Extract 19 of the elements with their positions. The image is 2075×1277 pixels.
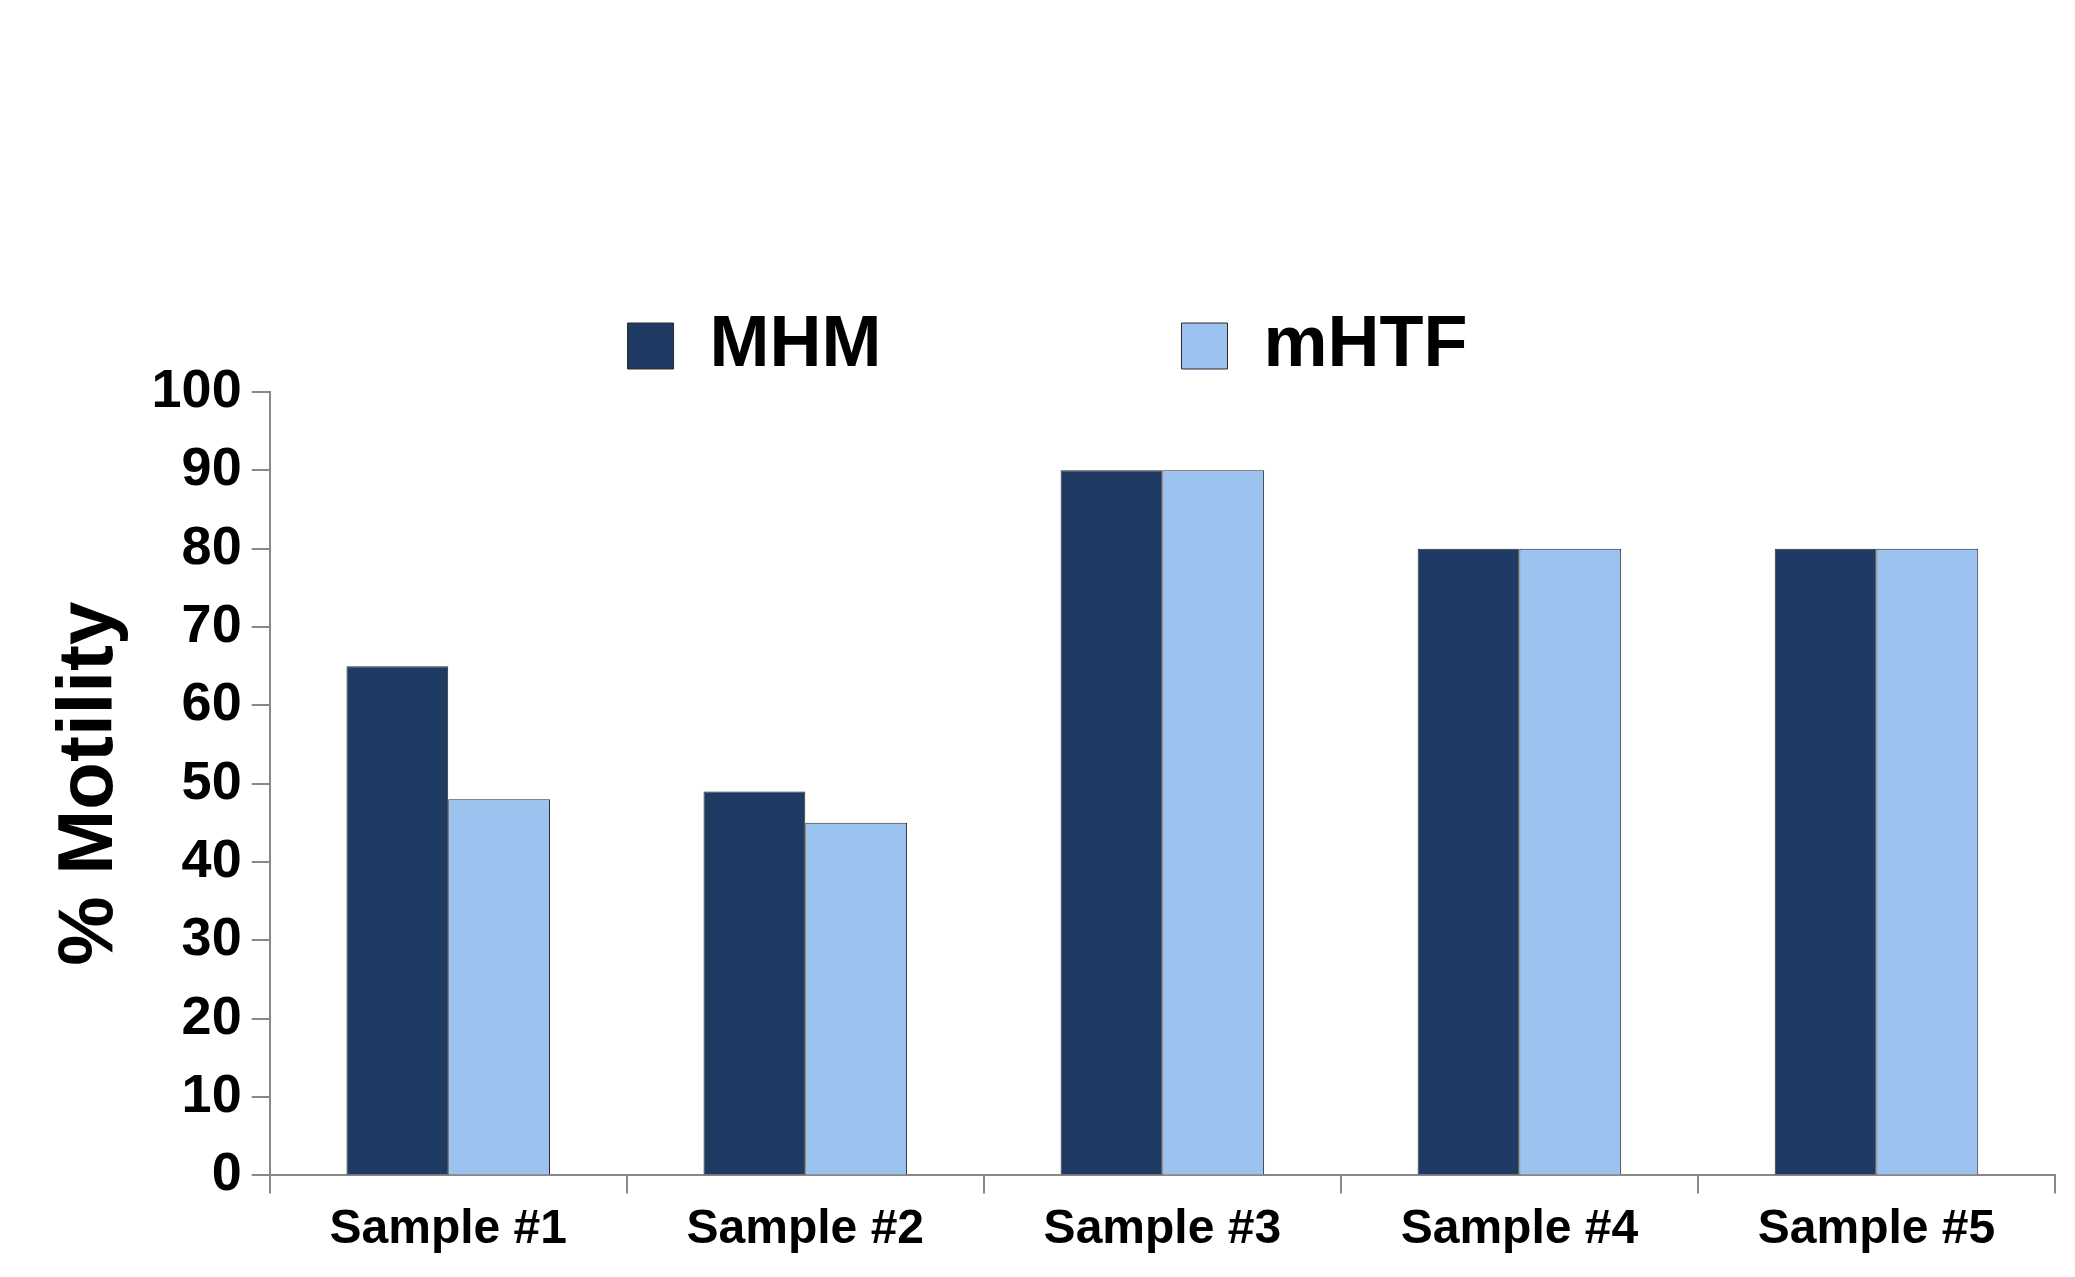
y-tick-label: 100: [151, 357, 242, 418]
y-axis-title: % Motility: [41, 601, 130, 966]
x-tick-label: Sample #3: [1043, 1200, 1282, 1254]
y-tick-label: 20: [181, 984, 242, 1045]
y-tick-label: 50: [181, 749, 242, 810]
y-tick-label: 60: [181, 671, 242, 732]
y-tick-label: 30: [181, 906, 242, 967]
y-tick-label: 80: [181, 514, 242, 575]
x-tick-label: Sample #2: [686, 1200, 925, 1254]
y-tick-label: 70: [181, 592, 242, 653]
y-tick-label: 90: [181, 436, 242, 497]
y-tick-label: 40: [181, 827, 242, 888]
legend-label: mHTF: [1263, 300, 1468, 381]
y-tick-label: 10: [181, 1062, 242, 1123]
x-tick-label: Sample #5: [1757, 1200, 1996, 1254]
x-tick-label: Sample #4: [1400, 1200, 1639, 1254]
x-tick-label: Sample #1: [329, 1200, 567, 1254]
legend-label: MHM: [709, 300, 882, 381]
y-tick-label: 0: [211, 1141, 242, 1202]
